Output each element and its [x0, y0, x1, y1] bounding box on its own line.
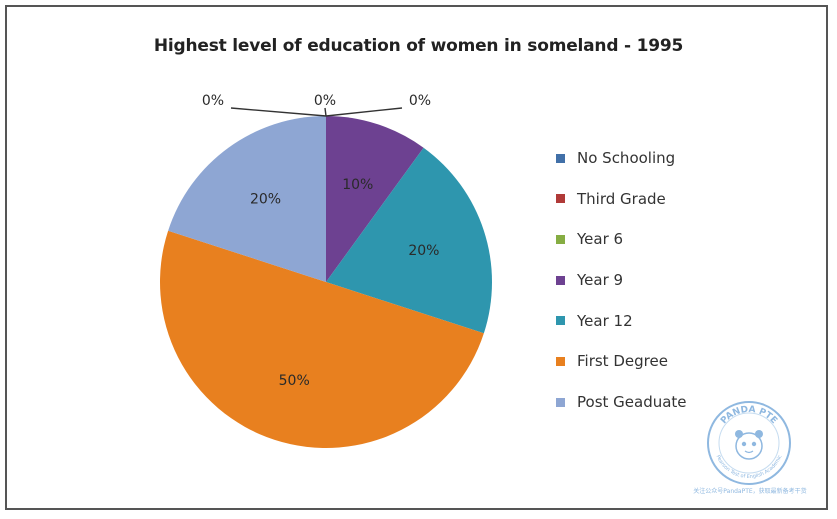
slice-label-year-9: 10%: [342, 177, 373, 193]
legend-label: Year 12: [577, 311, 633, 330]
legend-item-year-6: Year 6: [556, 229, 687, 249]
leader-line-third-grade: [324, 107, 327, 117]
pie-slice-year-12: [326, 147, 492, 334]
leader-line-year-6: [325, 107, 403, 117]
chart-title: Highest level of education of women in s…: [153, 36, 684, 56]
panda-pte-logo: PANDA PTE Pearson Test of English Academ…: [707, 401, 791, 485]
legend-label: Third Grade: [577, 189, 666, 208]
legend-swatch: [556, 153, 565, 163]
legend-swatch: [556, 275, 565, 285]
legend-label: Year 9: [577, 271, 624, 290]
slice-label-no-schooling: 0%: [202, 93, 224, 109]
legend-label: Post Geaduate: [577, 393, 687, 412]
legend-swatch: [556, 234, 565, 244]
pie-slice-post-geaduate: [168, 115, 326, 282]
legend-label: Year 6: [577, 230, 624, 249]
legend: No Schooling Third Grade Year 6 Year 9 Year …: [556, 148, 687, 433]
legend-label: No Schooling: [577, 149, 676, 167]
legend-swatch: [556, 397, 565, 407]
slice-label-year-6: 0%: [409, 93, 431, 109]
legend-item-year-12: Year 12: [556, 311, 687, 331]
legend-swatch: [556, 194, 565, 204]
slice-label-post-geaduate: 20%: [250, 192, 281, 208]
legend-item-no-schooling: No Schooling: [556, 148, 687, 168]
legend-swatch: [556, 356, 565, 366]
leader-line-no-schooling: [230, 107, 327, 117]
slice-label-third-grade: 0%: [314, 93, 336, 109]
legend-item-year-9: Year 9: [556, 270, 687, 290]
legend-label: First Degree: [577, 352, 668, 371]
watermark-caption: 关注公众号PandaPTE，获取最新备考干货: [693, 488, 807, 495]
slice-label-year-12: 20%: [408, 243, 439, 259]
pie-slice-first-degree: [160, 230, 484, 448]
legend-swatch: [556, 316, 565, 326]
legend-item-third-grade: Third Grade: [556, 189, 687, 209]
legend-item-first-degree: First Degree: [556, 351, 687, 371]
slice-label-first-degree: 50%: [279, 373, 310, 389]
legend-item-post-geaduate: Post Geaduate: [556, 392, 687, 412]
pie-slice-year-9: [326, 116, 424, 282]
